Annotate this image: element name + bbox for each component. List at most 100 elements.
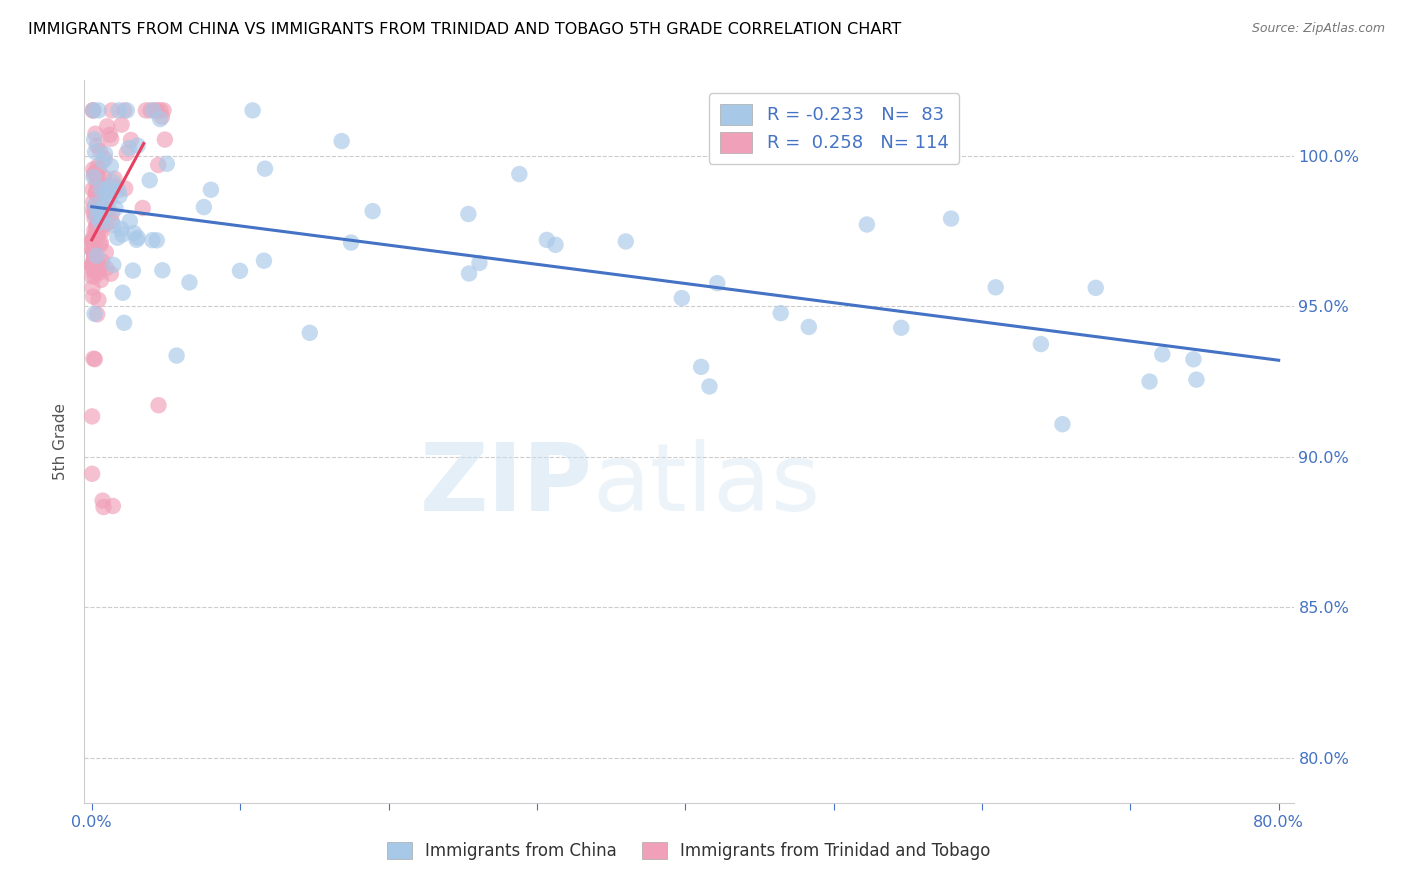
Point [706, 276, 728, 290]
Point [1139, 375, 1161, 389]
Point [94, 152, 117, 166]
Point [83, 211, 105, 226]
Point [468, 256, 491, 270]
Point [83, 252, 105, 267]
Point [82, 162, 104, 177]
Point [101, 103, 124, 118]
Point [984, 280, 1007, 294]
Point [939, 211, 962, 226]
Point [86, 197, 108, 211]
Point [139, 103, 162, 118]
Point [83, 352, 105, 367]
Point [82, 202, 104, 216]
Point [149, 112, 172, 127]
Point [107, 230, 129, 244]
Point [142, 103, 165, 118]
Point [89, 162, 111, 177]
Point [84, 166, 107, 180]
Point [890, 320, 912, 334]
Point [83, 244, 105, 259]
Point [148, 398, 170, 412]
Point [82, 467, 104, 481]
Point [100, 159, 122, 173]
Point [86, 209, 108, 223]
Point [361, 204, 384, 219]
Point [143, 103, 166, 118]
Point [457, 207, 479, 221]
Point [104, 202, 127, 216]
Point [98, 128, 121, 142]
Point [90, 253, 112, 268]
Point [83, 170, 105, 185]
Point [115, 146, 138, 161]
Point [699, 379, 721, 393]
Point [193, 200, 215, 214]
Point [84, 225, 107, 239]
Point [100, 214, 122, 228]
Point [253, 161, 276, 176]
Point [86, 203, 108, 218]
Point [340, 235, 363, 250]
Point [83, 103, 105, 118]
Point [93, 500, 115, 514]
Point [90, 273, 112, 287]
Point [671, 291, 693, 305]
Point [536, 233, 558, 247]
Point [104, 179, 127, 194]
Point [856, 218, 879, 232]
Point [118, 214, 141, 228]
Point [83, 264, 105, 278]
Point [91, 493, 114, 508]
Point [797, 320, 820, 334]
Point [83, 132, 105, 146]
Point [121, 263, 143, 277]
Y-axis label: 5th Grade: 5th Grade [53, 403, 69, 480]
Point [87, 293, 110, 307]
Point [82, 280, 104, 294]
Text: IMMIGRANTS FROM CHINA VS IMMIGRANTS FROM TRINIDAD AND TOBAGO 5TH GRADE CORRELATI: IMMIGRANTS FROM CHINA VS IMMIGRANTS FROM… [28, 22, 901, 37]
Point [82, 234, 104, 248]
Point [89, 198, 111, 212]
Point [96, 217, 118, 231]
Point [101, 175, 124, 189]
Point [83, 223, 105, 237]
Point [83, 168, 105, 182]
Point [83, 245, 105, 260]
Point [508, 167, 530, 181]
Point [84, 145, 107, 159]
Point [132, 201, 155, 215]
Point [82, 243, 104, 257]
Point [141, 233, 163, 247]
Point [122, 226, 145, 240]
Point [118, 141, 141, 155]
Point [1084, 281, 1107, 295]
Point [84, 186, 107, 201]
Point [87, 220, 110, 235]
Point [1152, 347, 1174, 361]
Point [138, 173, 160, 187]
Point [91, 185, 114, 199]
Point [1185, 373, 1208, 387]
Legend: Immigrants from China, Immigrants from Trinidad and Tobago: Immigrants from China, Immigrants from T… [381, 835, 997, 867]
Point [150, 110, 173, 124]
Point [89, 238, 111, 252]
Point [103, 258, 125, 272]
Point [83, 251, 105, 265]
Point [86, 176, 108, 190]
Point [150, 263, 173, 277]
Point [229, 264, 252, 278]
Point [100, 132, 122, 146]
Point [82, 194, 104, 209]
Point [97, 202, 120, 217]
Point [115, 103, 138, 118]
Point [80, 235, 103, 249]
Point [89, 215, 111, 229]
Point [111, 285, 134, 300]
Point [82, 103, 104, 118]
Point [84, 184, 107, 198]
Point [96, 120, 118, 134]
Point [91, 223, 114, 237]
Point [103, 171, 125, 186]
Point [87, 259, 110, 273]
Point [330, 134, 353, 148]
